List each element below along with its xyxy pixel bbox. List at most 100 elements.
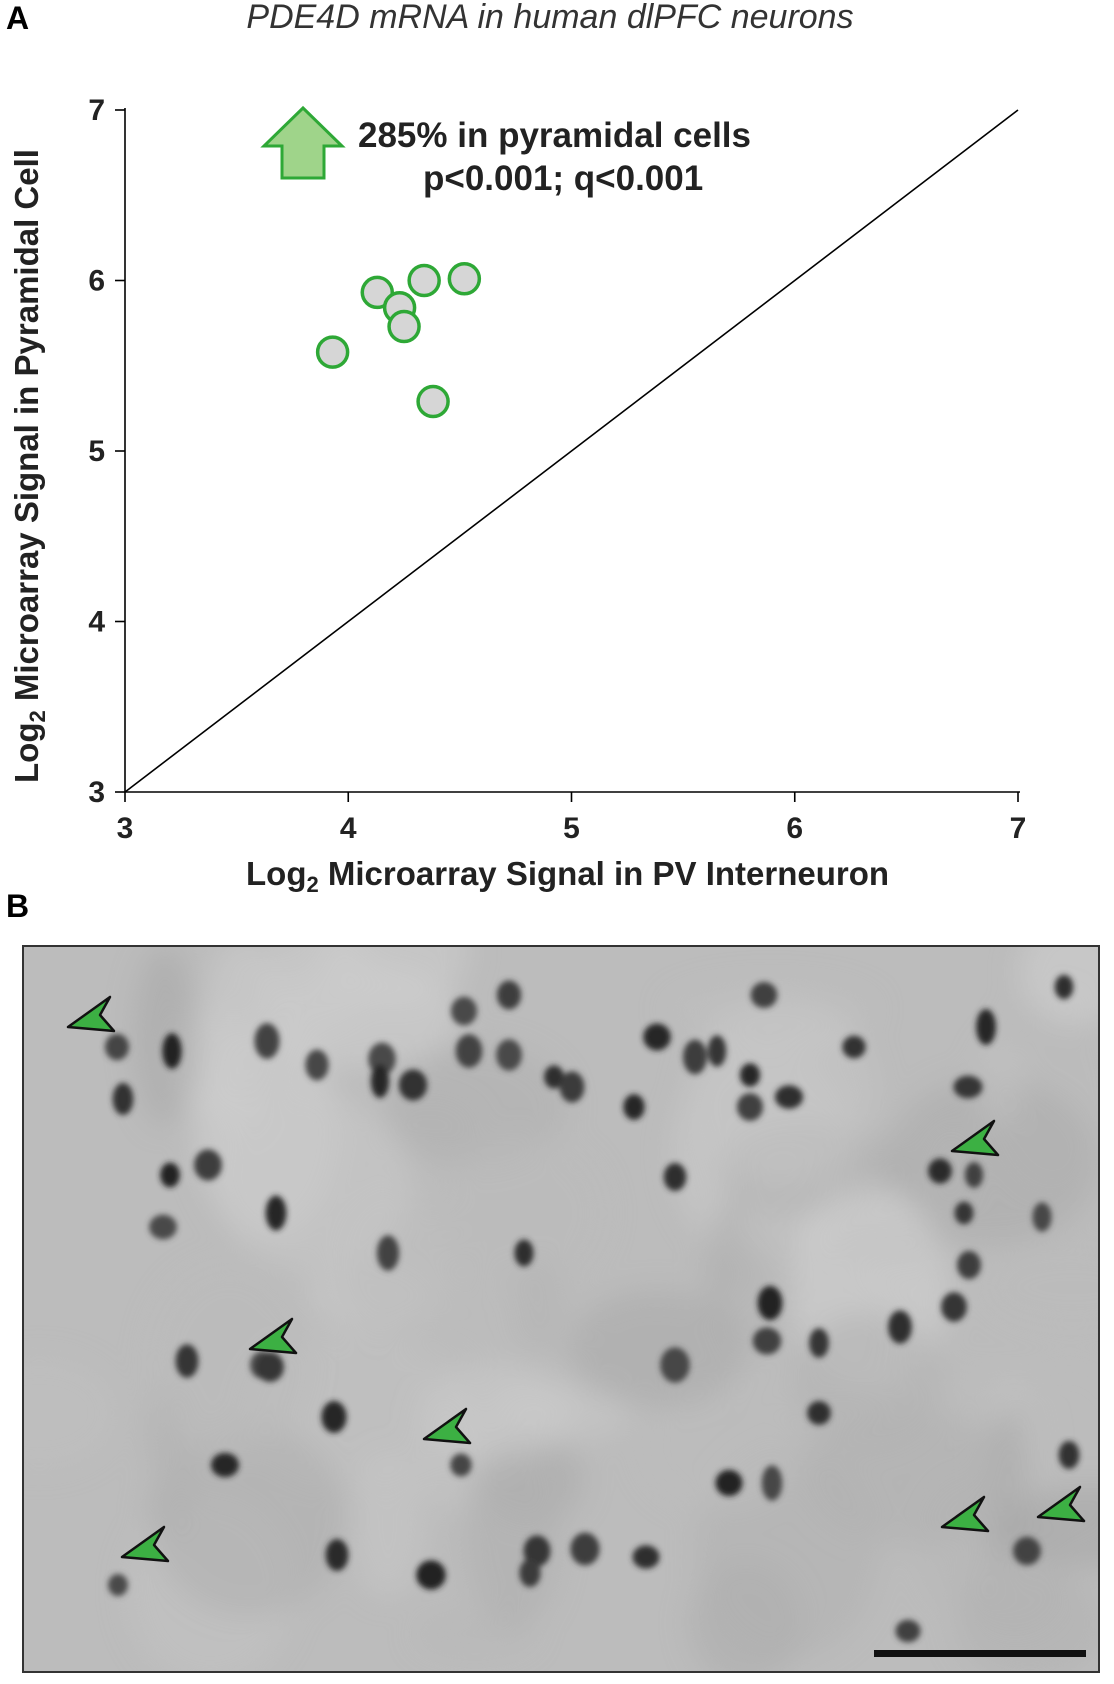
x-tick-label: 6 [786,812,803,845]
stained-nucleus [112,1082,134,1116]
stained-nucleus [757,1285,783,1321]
stained-nucleus [1054,974,1074,1000]
stained-nucleus [325,1538,349,1572]
stained-nucleus [265,1195,287,1231]
data-point [416,384,450,419]
stained-nucleus [807,1401,831,1425]
stained-nucleus [953,1075,983,1099]
data-point [447,262,482,296]
annotation: 285% in pyramidal cells p<0.001; q<0.001 [260,105,751,198]
stained-nucleus [321,1401,347,1433]
arrowhead-marker-icon [940,1495,990,1533]
stained-nucleus [160,1162,180,1188]
stained-nucleus [496,1039,522,1071]
arrowhead-marker-icon [248,1317,298,1355]
stained-nucleus [941,1292,967,1322]
stained-nucleus [211,1452,239,1478]
x-axis-label: Log2 Microarray Signal in PV Interneuron [246,855,889,897]
x-tick-label: 4 [340,812,357,845]
stained-nucleus [643,1023,671,1051]
stained-nucleus [928,1158,952,1184]
stained-nucleus [455,1034,483,1068]
panel-b-label: B [6,888,30,924]
stained-nucleus [162,1033,182,1069]
x-tick-label: 3 [117,812,134,845]
stained-nucleus [544,1065,564,1089]
stained-nucleus [523,1535,551,1567]
micrograph-drawing [24,947,1098,1671]
arrowhead-marker-icon [950,1119,1000,1157]
stained-nucleus [416,1560,446,1590]
stained-nucleus [496,980,522,1010]
stained-nucleus [976,1009,996,1045]
stained-nucleus [761,1465,783,1501]
stained-nucleus [752,1327,782,1355]
stained-nucleus [683,1039,707,1075]
micrograph-image [22,945,1100,1673]
stained-nucleus [895,1619,921,1643]
scale-bar [874,1650,1086,1657]
stained-nucleus [774,1085,804,1109]
x-tick-label: 7 [1010,812,1027,845]
stained-nucleus [108,1573,128,1597]
arrowhead-marker-icon [1036,1485,1086,1523]
scatter-chart: PDE4D mRNA in human dlPFC neurons 3 4 5 6 73… [8,0,1026,897]
y-tick-label: 3 [88,776,105,809]
stained-nucleus [570,1532,600,1566]
stained-nucleus [888,1310,912,1344]
stained-nucleus [514,1239,534,1267]
stained-nucleus [715,1469,743,1497]
stained-nucleus [707,1035,727,1067]
annotation-line-1: 285% in pyramidal cells [358,116,751,155]
annotation-line-2: p<0.001; q<0.001 [423,159,703,198]
up-arrow-icon [260,105,346,180]
data-point [360,275,395,310]
stained-nucleus [750,981,778,1009]
stained-nucleus [623,1094,645,1120]
stained-nucleus [450,996,478,1026]
stained-nucleus [175,1344,199,1378]
stained-nucleus [519,1558,541,1588]
stained-nucleus [559,1071,585,1103]
data-points [315,262,482,419]
stained-nucleus [450,1453,472,1477]
stained-nucleus [194,1149,222,1181]
stained-nucleus [149,1214,177,1240]
stained-nucleus [105,1033,129,1061]
stained-nucleus [398,1069,428,1101]
stained-nucleus [739,1063,761,1087]
stained-nucleus [1058,1440,1080,1470]
y-tick-label: 4 [88,606,105,639]
stained-nucleus [370,1064,390,1098]
stained-nucleus [954,1201,974,1225]
chart-title: PDE4D mRNA in human dlPFC neurons [246,0,853,36]
stained-nucleus [256,1352,284,1382]
stained-nucleus [632,1545,660,1569]
identity-line [124,109,1019,793]
stained-nucleus [842,1035,866,1059]
y-tick-label: 7 [88,94,105,127]
stained-nucleus [305,1049,329,1081]
data-point [315,335,350,369]
stained-nucleus [809,1328,829,1358]
y-tick-label: 5 [88,435,105,468]
stained-nucleus [1013,1536,1041,1566]
stained-nucleus [1032,1202,1052,1232]
stained-nucleus [660,1347,690,1383]
y-axis-label: Log2 Microarray Signal in Pyramidal Cell [8,149,50,783]
stained-nucleus [964,1162,984,1188]
stained-nucleus [254,1023,280,1059]
stained-nucleus [663,1163,687,1191]
stained-nucleus [376,1235,400,1271]
x-tick-label: 5 [563,812,580,845]
stained-nucleus [957,1250,981,1280]
arrowhead-marker-icon [66,995,116,1033]
data-point [407,263,441,298]
y-tick-label: 6 [88,265,105,298]
panel-a-label: A [6,0,30,36]
arrowhead-marker-icon [422,1407,472,1445]
axes: 3 4 5 6 7 3 4 5 6 7 [88,94,1026,845]
data-point [387,309,421,344]
arrowhead-marker-icon [120,1525,170,1563]
stained-nucleus [736,1093,764,1121]
